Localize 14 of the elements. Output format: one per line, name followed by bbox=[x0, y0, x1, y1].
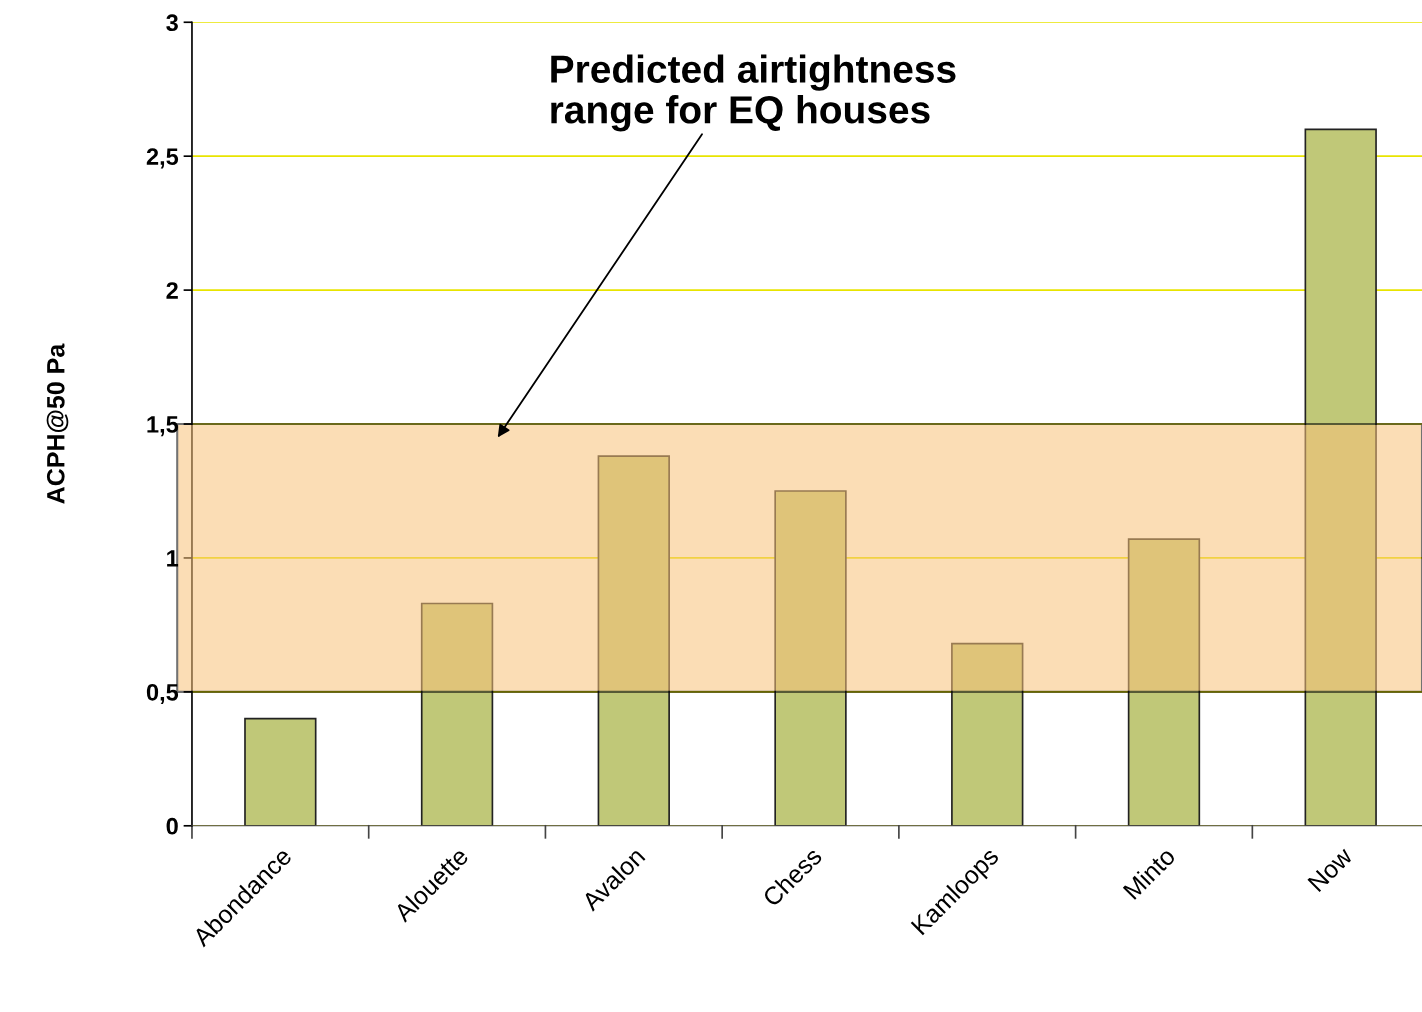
y-tick-label: 2,5 bbox=[146, 148, 179, 169]
band-label: Predicted airtightness range for EQ houses bbox=[551, 54, 956, 132]
bar bbox=[774, 490, 847, 826]
y-tick-label: 2 bbox=[166, 282, 178, 299]
bar bbox=[1304, 128, 1377, 826]
y-axis-title: ACPH@50 Pa bbox=[46, 343, 69, 504]
y-tick-label: 3 bbox=[166, 14, 178, 32]
bar bbox=[951, 642, 1024, 826]
bar bbox=[1127, 538, 1201, 826]
bar bbox=[597, 455, 670, 826]
y-tick-label: 0 bbox=[166, 817, 178, 835]
bar bbox=[420, 602, 494, 826]
y-tick-label: 0,5 bbox=[146, 683, 179, 705]
bar bbox=[244, 717, 317, 826]
